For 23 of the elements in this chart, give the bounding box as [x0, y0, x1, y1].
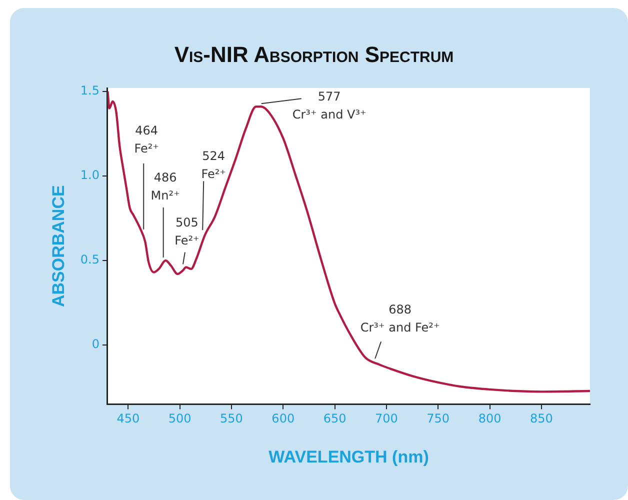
x-tick-label: 750	[426, 412, 450, 426]
x-tick-label: 450	[116, 412, 140, 426]
y-tick-label: 1.5	[80, 84, 100, 98]
x-tick-label: 850	[530, 412, 553, 426]
x-tick-label: 700	[375, 412, 398, 426]
annotation: 486 Mn²⁺	[150, 170, 180, 203]
annotation: 577 Cr³⁺ and V³⁺	[292, 90, 366, 122]
annotation: 688 Cr³⁺ and Fe²⁺	[360, 302, 440, 335]
y-tick-label: 0.5	[80, 252, 100, 267]
annotation: 464 Fe²⁺	[134, 124, 160, 156]
x-tick-label: 550	[220, 412, 243, 426]
x-tick-label: 500	[168, 412, 192, 426]
x-tick-label: 800	[478, 412, 502, 426]
x-tick-label: 600	[272, 412, 295, 426]
annotation: 524 Fe²⁺	[201, 149, 226, 182]
x-tick-label: 650	[323, 412, 346, 426]
x-axis-title: WAVELENGTH (nm)	[268, 447, 429, 466]
chart-title: Vis-NIR Absorption Spectrum	[173, 42, 455, 68]
annotation: 505 Fe²⁺	[174, 215, 200, 248]
y-tick-label: 0	[92, 337, 100, 352]
y-axis-title: ABSORBANCE	[48, 185, 68, 308]
y-tick-label: 1.0	[80, 168, 100, 182]
line-series	[107, 90, 590, 393]
